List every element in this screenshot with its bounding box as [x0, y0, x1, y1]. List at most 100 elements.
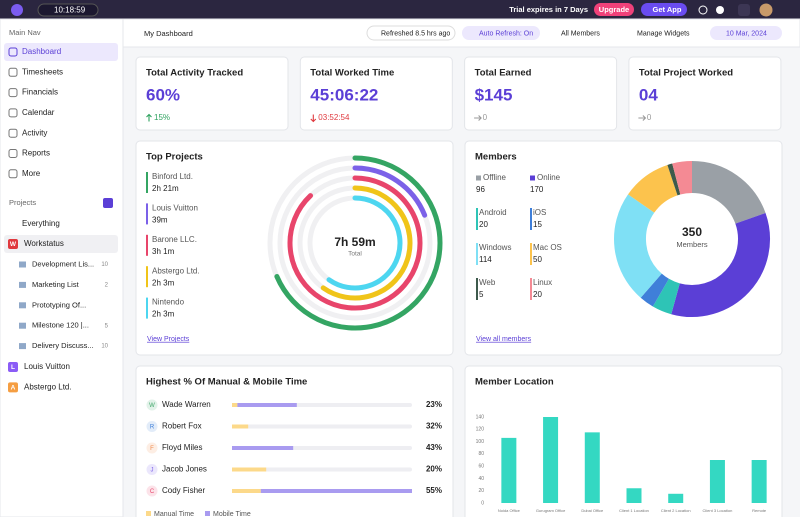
- legend-value: 96: [476, 185, 485, 194]
- sidebar-section: Main Nav: [9, 28, 41, 37]
- list-item[interactable]: Prototyping Of...: [32, 300, 86, 309]
- avatar-initial: W: [149, 403, 155, 409]
- get-app-button[interactable]: [641, 3, 687, 16]
- list-count: 2: [105, 282, 109, 288]
- member-name: Robert Fox: [162, 422, 202, 431]
- nav-item[interactable]: Reports: [22, 149, 50, 158]
- widget-title: Highest % Of Manual & Mobile Time: [146, 377, 307, 388]
- avatar[interactable]: [759, 3, 773, 17]
- ring-arc: [274, 155, 443, 331]
- auto-refresh: Auto Refresh: On: [479, 30, 533, 37]
- donut-segment: [614, 194, 663, 298]
- x-tick-label: Client 3 Location: [703, 508, 733, 513]
- nav-icon: [8, 149, 18, 158]
- widget-title: Member Location: [475, 377, 554, 388]
- everything[interactable]: Everything: [22, 219, 60, 228]
- project-marker: [146, 266, 148, 288]
- legend-value: 50: [533, 255, 542, 264]
- donut-segment: [671, 213, 770, 317]
- legend-name: Linux: [533, 278, 552, 287]
- list-item[interactable]: Marketing List: [32, 280, 80, 289]
- manual-bar: [232, 489, 261, 493]
- track: [232, 424, 412, 429]
- upgrade-button[interactable]: [594, 3, 634, 16]
- trend-arrow: [474, 115, 482, 121]
- project-marker: [146, 297, 148, 319]
- view-projects[interactable]: View Projects: [147, 336, 190, 343]
- list-item[interactable]: Delivery Discuss...: [32, 341, 94, 350]
- add-project[interactable]: [103, 198, 113, 208]
- nav-item[interactable]: Dashboard: [22, 47, 61, 56]
- project-name: Louis Vuitton: [152, 204, 198, 213]
- nav-item[interactable]: Timesheets: [22, 67, 63, 76]
- auto-refresh-pill[interactable]: [462, 26, 540, 40]
- y-tick-label: 80: [478, 451, 484, 457]
- project-name: Barone LLC.: [152, 235, 197, 244]
- legend-bar: [530, 243, 532, 265]
- avatar-initial: F: [150, 446, 154, 452]
- date-pill[interactable]: [710, 26, 782, 40]
- view-members[interactable]: View all members: [476, 336, 532, 343]
- client-badge: [8, 382, 18, 393]
- nav-icon: [8, 128, 18, 138]
- stat-value: 04: [639, 85, 658, 104]
- legend-name: Web: [479, 278, 496, 287]
- percent: 32%: [426, 422, 442, 431]
- project-name: Nintendo: [152, 298, 185, 307]
- timer-pill[interactable]: [37, 3, 99, 17]
- nav-item[interactable]: Activity: [22, 128, 47, 137]
- client-label[interactable]: Louis Vuitton: [24, 362, 70, 371]
- avatar: [146, 421, 158, 432]
- percent: 20%: [426, 465, 442, 474]
- list-icon: [19, 343, 26, 350]
- x-tick-label: Client 1 Location: [619, 508, 649, 513]
- nav-item[interactable]: Financials: [22, 88, 58, 97]
- project-marker: [146, 234, 148, 256]
- upgrade-label: Upgrade: [599, 5, 629, 14]
- trend-arrow: [310, 114, 317, 123]
- ring-total-label: Total: [348, 251, 362, 258]
- client-label[interactable]: Abstergo Ltd.: [24, 383, 72, 392]
- nav-item[interactable]: Calendar: [22, 108, 55, 117]
- x-tick-label: Dubai Office: [581, 508, 604, 513]
- ring-arc: [287, 175, 423, 311]
- workspace-highlight[interactable]: [4, 235, 118, 253]
- donut-segment: [652, 278, 681, 315]
- project-time: 2h 3m: [152, 278, 175, 287]
- add-button[interactable]: [738, 4, 750, 16]
- list-icon: [19, 322, 26, 329]
- list-item[interactable]: Development Lis...: [32, 259, 94, 268]
- manage-widgets[interactable]: Manage Widgets: [637, 30, 690, 37]
- legend-name: Mac OS: [533, 243, 562, 252]
- members-filter[interactable]: All Members: [561, 30, 600, 37]
- donut-total: 350: [682, 225, 702, 239]
- nav-icon: [8, 169, 18, 179]
- stat-title: Total Earned: [475, 68, 532, 79]
- bar: [668, 493, 684, 503]
- toolbar: [122, 18, 800, 48]
- dashboard-selector[interactable]: My Dashboard: [144, 29, 193, 38]
- stat-change: 03:52:54: [318, 113, 350, 122]
- ring-arc: [352, 165, 428, 218]
- theme-icon[interactable]: [716, 6, 724, 14]
- bar: [751, 460, 767, 503]
- donut-segment: [672, 161, 693, 195]
- refresh-pill[interactable]: [366, 25, 456, 41]
- x-tick-label: Client 2 Location: [661, 508, 691, 513]
- get-app-label: Get App: [653, 5, 682, 14]
- legend-name: Windows: [479, 243, 511, 252]
- nav-icon: [8, 88, 18, 98]
- nav-item[interactable]: More: [22, 169, 41, 178]
- legend-value: 20: [533, 290, 542, 299]
- nav-active[interactable]: [4, 43, 118, 61]
- help-icon[interactable]: [698, 5, 708, 15]
- trend-arrow: [146, 113, 152, 122]
- bar: [543, 417, 559, 503]
- nav-icon: [8, 67, 18, 77]
- list-count: 10: [101, 262, 108, 268]
- list-item[interactable]: Milestone 120 |...: [32, 321, 89, 330]
- legend-bar: [476, 278, 478, 300]
- stat-change: 0: [647, 113, 652, 122]
- legend-name: Android: [479, 208, 507, 217]
